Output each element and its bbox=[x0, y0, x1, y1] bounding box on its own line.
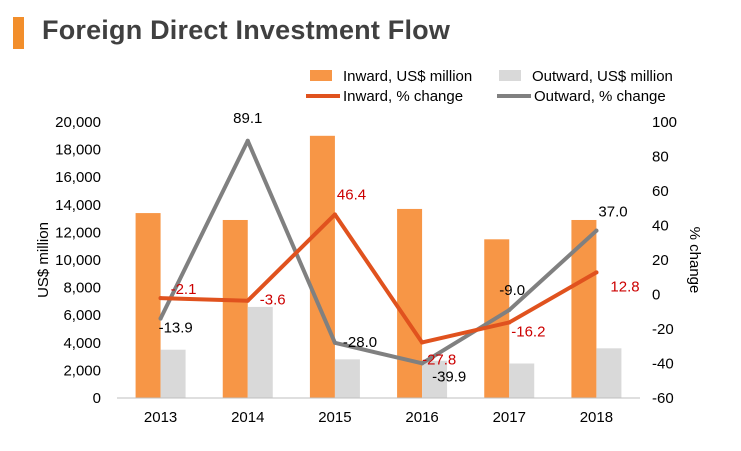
y2-tick-label: -60 bbox=[652, 390, 674, 407]
inward-change-label-2015: 46.4 bbox=[337, 186, 366, 203]
inward-change-point-2014 bbox=[245, 298, 250, 303]
y-tick-label: 14,000 bbox=[55, 197, 101, 214]
inward-change-label-2018: 12.8 bbox=[610, 278, 639, 295]
legend-label: Inward, US$ million bbox=[343, 68, 472, 85]
y-tick-label: 4,000 bbox=[63, 335, 101, 352]
outward-change-label-2018: 37.0 bbox=[598, 204, 627, 221]
y2-tick-label: -40 bbox=[652, 356, 674, 373]
x-tick-label: 2013 bbox=[144, 409, 177, 426]
outward-change-point-2013 bbox=[158, 316, 163, 321]
y-tick-label: 0 bbox=[93, 390, 101, 407]
inward-change-line bbox=[158, 212, 599, 345]
inward-change-label-2017: -16.2 bbox=[511, 323, 545, 340]
y-tick-label: 16,000 bbox=[55, 169, 101, 186]
inward-change-label-2013: -2.1 bbox=[171, 281, 197, 298]
outward-bar-2015 bbox=[334, 359, 360, 398]
legend-label: Outward, % change bbox=[534, 88, 666, 105]
y-tick-label: 10,000 bbox=[55, 252, 101, 269]
inward-bar-2014 bbox=[222, 219, 248, 398]
inward-bar-2013 bbox=[135, 213, 161, 398]
legend-label: Inward, % change bbox=[343, 88, 463, 105]
y2-tick-label: 80 bbox=[652, 149, 669, 166]
y2-tick-label: 60 bbox=[652, 183, 669, 200]
inward-change-label-2014: -3.6 bbox=[260, 292, 286, 309]
y2-tick-label: -20 bbox=[652, 321, 674, 338]
y-tick-label: 2,000 bbox=[63, 362, 101, 379]
y2-tick-label: 100 bbox=[652, 114, 677, 131]
title-accent-bar bbox=[13, 17, 24, 49]
x-tick-label: 2014 bbox=[231, 409, 264, 426]
outward-bar-2018 bbox=[596, 348, 622, 398]
inward-bar-2018 bbox=[571, 219, 597, 398]
y2-tick-label: 20 bbox=[652, 252, 669, 269]
inward-change-point-2015 bbox=[332, 212, 337, 217]
outward-change-label-2015: -28.0 bbox=[343, 334, 377, 351]
y2-tick-label: 0 bbox=[652, 287, 660, 304]
y-tick-label: 8,000 bbox=[63, 280, 101, 297]
y2-tick-label: 40 bbox=[652, 218, 669, 235]
outward-change-label-2016: -39.9 bbox=[432, 368, 466, 385]
x-tick-label: 2015 bbox=[318, 409, 351, 426]
outward-bar-2017 bbox=[509, 363, 535, 398]
outward-change-line bbox=[158, 138, 599, 366]
outward-bar-2016 bbox=[422, 360, 448, 398]
x-tick-label: 2017 bbox=[493, 409, 526, 426]
y-tick-label: 20,000 bbox=[55, 114, 101, 131]
outward-change-point-2017 bbox=[507, 308, 512, 313]
y-tick-label: 6,000 bbox=[63, 307, 101, 324]
outward-change-label-2013: -13.9 bbox=[159, 319, 193, 336]
inward-bar-2015 bbox=[309, 135, 335, 399]
chart-title: Foreign Direct Investment Flow bbox=[42, 15, 451, 45]
inward-change-label-2016: -27.8 bbox=[422, 351, 456, 368]
outward-bar-2014 bbox=[247, 306, 273, 398]
y-tick-label: 12,000 bbox=[55, 224, 101, 241]
legend-label: Outward, US$ million bbox=[532, 68, 673, 85]
outward-change-point-2018 bbox=[594, 228, 599, 233]
outward-change-point-2014 bbox=[245, 138, 250, 143]
legend-swatch-outward-us-million bbox=[499, 70, 521, 81]
y-tick-label: 18,000 bbox=[55, 142, 101, 159]
outward-change-label-2014: 89.1 bbox=[233, 110, 262, 127]
inward-change-point-2016 bbox=[420, 340, 425, 345]
y2-axis-title: % change bbox=[686, 227, 703, 294]
inward-change-point-2018 bbox=[594, 270, 599, 275]
inward-change-point-2013 bbox=[158, 296, 163, 301]
outward-change-label-2017: -9.0 bbox=[499, 282, 525, 299]
inward-bar-2016 bbox=[397, 208, 423, 398]
y-axis-title: US$ million bbox=[35, 222, 52, 298]
inward-change-point-2017 bbox=[507, 320, 512, 325]
outward-bar-2013 bbox=[160, 349, 186, 398]
outward-change-point-2015 bbox=[332, 340, 337, 345]
outward-change-point-2016 bbox=[420, 361, 425, 366]
x-tick-label: 2018 bbox=[580, 409, 613, 426]
x-tick-label: 2016 bbox=[405, 409, 438, 426]
legend-swatch-inward-us-million bbox=[310, 70, 332, 81]
